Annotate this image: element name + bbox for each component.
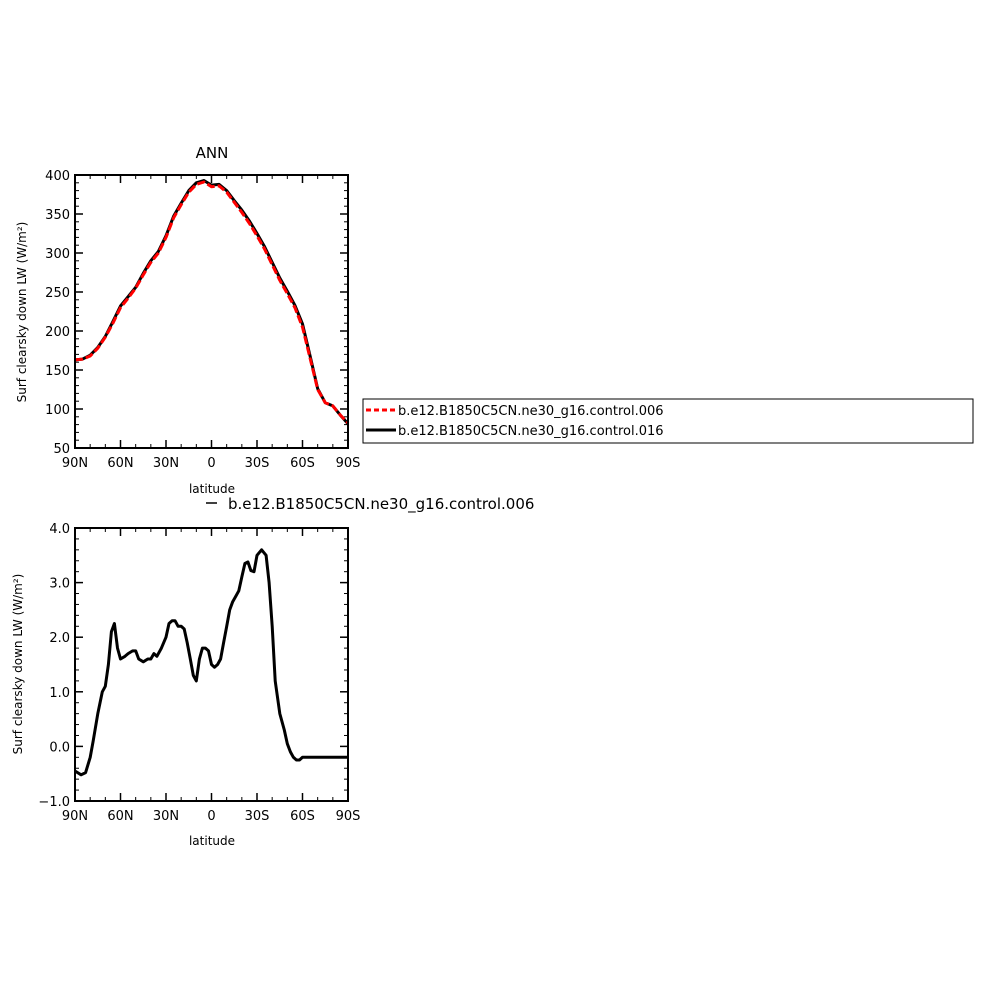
bottom-panel-xtick-label: 60N xyxy=(107,809,133,824)
bottom-panel-ytick-label: 0.0 xyxy=(49,740,70,755)
bottom-panel-ytick-label: 2.0 xyxy=(49,631,70,646)
bottom-panel-subtitle: b.e12.B1850C5CN.ne30_g16.control.006 xyxy=(228,495,534,514)
bottom-panel-ytick-label: 1.0 xyxy=(49,686,70,701)
bottom-panel-xtick-label: 30S xyxy=(245,809,270,824)
top-panel-ytick-label: 350 xyxy=(45,208,70,223)
bottom-panel-ytick-label: 4.0 xyxy=(49,522,70,537)
bottom-panel-xtick-label: 60S xyxy=(290,809,315,824)
top-panel-xtick-label: 30N xyxy=(153,456,179,471)
top-panel-tick-labels: 90N 60N 30N 0 30S 60S 90S 50 100 150 200 250 300 350 4… xyxy=(45,169,360,471)
bottom-panel-lines xyxy=(74,548,348,777)
legend-box xyxy=(362,398,974,444)
bottom-panel-xtick-label: 90S xyxy=(336,809,361,824)
bottom-panel-tick-labels: 90N 60N 30N 0 30S 60S 90S −1.0 0.0 1.0 2.0 3.0 4.0 xyxy=(38,522,360,824)
legend: b.e12.B1850C5CN.ne30_g16.control.006 b.e… xyxy=(362,398,974,444)
top-panel-xtick-label: 90N xyxy=(62,456,88,471)
top-panel-ytick-label: 200 xyxy=(45,325,70,340)
top-panel-xtick-label: 30S xyxy=(245,456,270,471)
top-panel-ytick-label: 250 xyxy=(45,286,70,301)
top-panel-ytick-label: 50 xyxy=(53,442,70,457)
legend-label-006: b.e12.B1850C5CN.ne30_g16.control.006 xyxy=(398,404,664,419)
top-panel-frame xyxy=(74,174,349,449)
legend-label-016: b.e12.B1850C5CN.ne30_g16.control.016 xyxy=(398,424,664,439)
bottom-panel-xlabel: latitude xyxy=(189,834,235,848)
top-panel-xtick-label: 0 xyxy=(207,456,215,471)
top-panel-title: ANN xyxy=(196,144,229,162)
bottom-panel-xtick-label: 30N xyxy=(153,809,179,824)
top-panel-ytick-label: 300 xyxy=(45,247,70,262)
top-panel-ticks xyxy=(74,174,349,449)
bottom-panel: b.e12.B1850C5CN.ne30_g16.control.006 Sur… xyxy=(11,495,534,848)
top-panel-ytick-label: 150 xyxy=(45,364,70,379)
bottom-panel-xtick-label: 90N xyxy=(62,809,88,824)
top-panel-xlabel: latitude xyxy=(189,482,235,496)
top-panel-ytick-label: 400 xyxy=(45,169,70,184)
top-panel: ANN Surf clearsky down LW (W/m²) latitud… xyxy=(15,144,360,496)
bottom-panel-series-line-0 xyxy=(74,548,348,777)
top-panel-xtick-label: 90S xyxy=(336,456,361,471)
top-panel-lines xyxy=(74,179,350,425)
top-panel-series-line-0 xyxy=(74,180,350,425)
top-panel-ylabel: Surf clearsky down LW (W/m²) xyxy=(15,222,29,403)
top-panel-xtick-label: 60S xyxy=(290,456,315,471)
top-panel-xtick-label: 60N xyxy=(107,456,133,471)
top-panel-series-line-1 xyxy=(74,179,350,425)
bottom-panel-frame xyxy=(74,527,349,802)
bottom-panel-ytick-label: −1.0 xyxy=(38,795,70,810)
bottom-panel-ytick-label: 3.0 xyxy=(49,577,70,592)
top-panel-ytick-label: 100 xyxy=(45,403,70,418)
bottom-panel-xtick-label: 0 xyxy=(207,809,215,824)
bottom-panel-ylabel: Surf clearsky down LW (W/m²) xyxy=(11,574,25,755)
